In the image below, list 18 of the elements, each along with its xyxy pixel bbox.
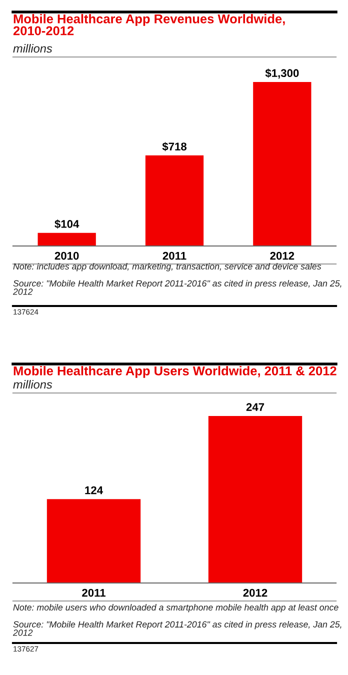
text: Note: includes app download, marketing, transaction, service and device sales: [13, 263, 322, 272]
data-label: 124: [85, 486, 103, 494]
chart-subtitle: millions: [13, 380, 52, 389]
x-tick-label: 2010: [54, 252, 79, 260]
source-note: Source: "Mobile Health Market Report 2011-2016" as cited in press release, Jan 25, 2012: [12, 621, 342, 636]
data-label: $104: [54, 220, 80, 229]
data-label: $718: [162, 142, 187, 152]
x-tick-label: 2011: [82, 588, 106, 597]
x-tick-label: 2012: [270, 252, 294, 260]
chart-subtitle: millions: [13, 44, 52, 53]
data-label: $1,300: [265, 68, 299, 79]
chart-title: Mobile Healthcare App Revenues Worldwide, 2010-2012: [13, 14, 285, 36]
data-label: 247: [246, 403, 264, 411]
chart-title: Mobile Healthcare App Users Worldwide, 2011 & 2012: [14, 366, 336, 378]
source-note: Source: "Mobile Health Market Report 2011-2016" as cited in press release, Jan 25, 2012: [12, 280, 342, 295]
x-tick-label: 2012: [243, 588, 268, 597]
text: Note: mobile users who downloaded a smartphone mobile health app at least once: [13, 604, 338, 612]
x-tick-label: 2011: [162, 252, 186, 260]
